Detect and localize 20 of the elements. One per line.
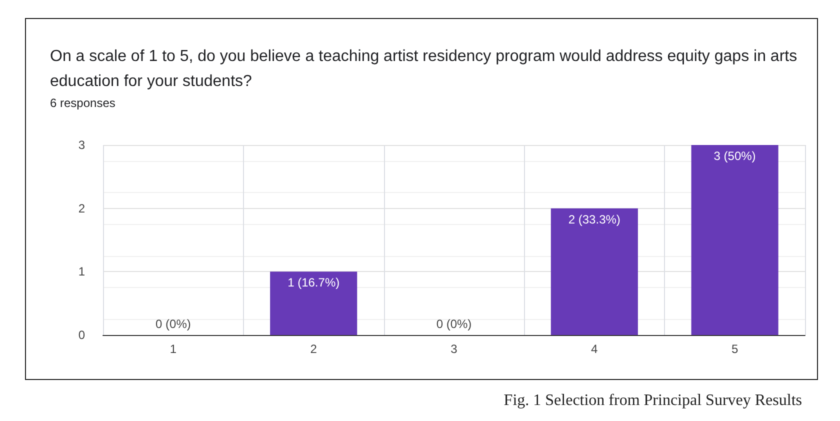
bar bbox=[270, 272, 358, 335]
data-label: 0 (0%) bbox=[156, 317, 191, 331]
chart-subtitle: 6 responses bbox=[50, 96, 116, 110]
y-tick-label: 3 bbox=[78, 138, 86, 152]
data-label: 0 (0%) bbox=[436, 317, 472, 331]
x-tick-label: 1 bbox=[170, 342, 177, 356]
caption: Fig. 1 Selection from Principal Survey Results bbox=[504, 392, 802, 410]
bar bbox=[691, 145, 778, 335]
data-label: 2 (33.3%) bbox=[568, 212, 620, 226]
y-tick-label: 2 bbox=[78, 201, 86, 216]
y-tick-label: 1 bbox=[78, 264, 86, 279]
y-tick-label: 0 bbox=[78, 328, 86, 342]
x-tick-label: 4 bbox=[591, 342, 598, 356]
x-tick-label: 5 bbox=[731, 342, 738, 356]
data-label: 3 (50%) bbox=[714, 149, 756, 163]
data-label: 1 (16.7%) bbox=[288, 276, 340, 290]
bar bbox=[550, 208, 638, 335]
x-tick-label: 3 bbox=[450, 342, 458, 356]
x-tick-label: 2 bbox=[310, 342, 318, 356]
chart-title: On a scale of 1 to 5, do you believe a teaching artist residency program would address equity gaps in arts education for your students? bbox=[50, 47, 798, 92]
